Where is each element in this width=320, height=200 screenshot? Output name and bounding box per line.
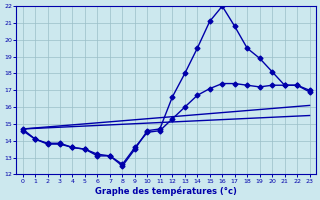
X-axis label: Graphe des températures (°c): Graphe des températures (°c) (95, 186, 237, 196)
